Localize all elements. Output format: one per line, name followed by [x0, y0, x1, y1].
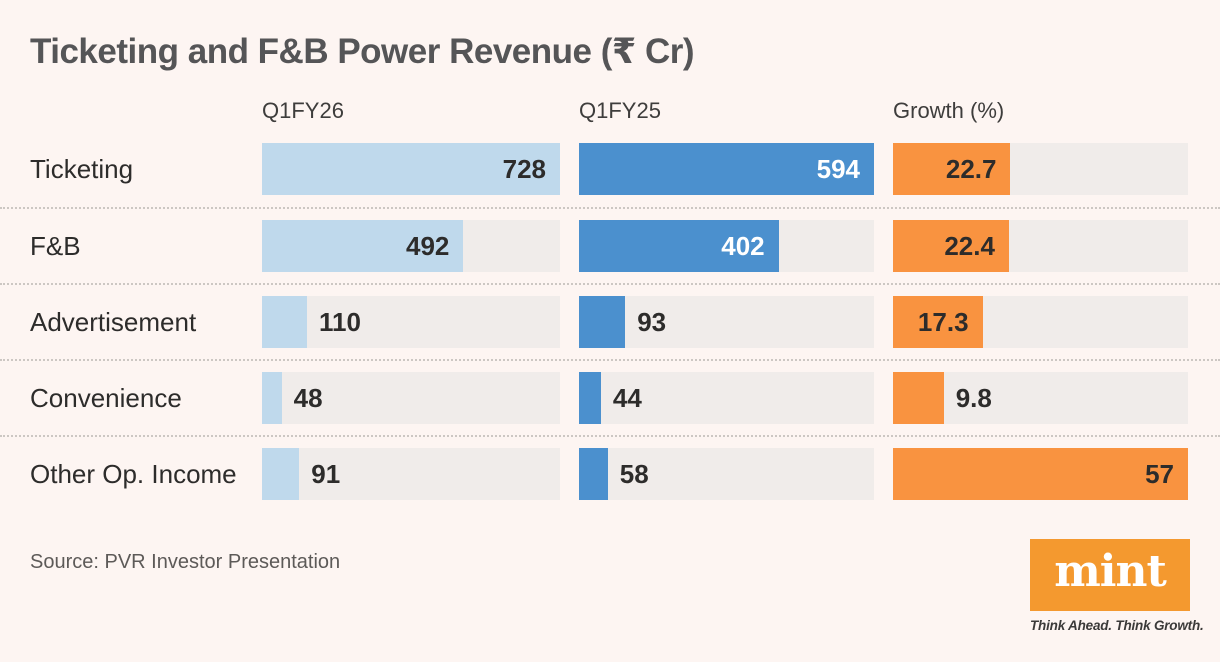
- column-header-row: Q1FY26 Q1FY25 Growth (%): [0, 95, 1220, 123]
- bar-value: 57: [1145, 459, 1174, 489]
- bar: 728: [262, 143, 560, 195]
- bar: [262, 448, 300, 500]
- bar-value: 728: [502, 154, 546, 184]
- bar-value: 492: [405, 231, 450, 261]
- table-row: Ticketing 728 594 22.7: [0, 131, 1220, 207]
- bar-track: 492: [262, 220, 560, 272]
- bar-value: 93: [637, 307, 667, 337]
- chart-title: Ticketing and F&B Power Revenue (₹ Cr): [30, 32, 695, 71]
- mint-logo-rect: mint: [1030, 539, 1190, 611]
- column-header-q1fy25: Q1FY25: [579, 97, 661, 123]
- bar-track: 48: [262, 372, 560, 424]
- table-row: Advertisement 110 93 17.3: [0, 283, 1220, 359]
- bar-track: 402: [579, 220, 874, 272]
- table-row: F&B 492 402 22.4: [0, 207, 1220, 283]
- row-label: Advertisement: [30, 306, 197, 337]
- bar-track: 22.7: [893, 143, 1188, 195]
- column-header-q1fy26: Q1FY26: [262, 97, 344, 123]
- bar: 594: [579, 143, 874, 195]
- bar-track: 728: [262, 143, 560, 195]
- table-row: Other Op. Income 91 58 57: [0, 435, 1220, 511]
- bar: 17.3: [893, 296, 983, 348]
- bar: 22.4: [893, 220, 1009, 272]
- mint-logo: mint Think Ahead. Think Growth.: [1030, 539, 1204, 633]
- bar-value: 110: [319, 307, 361, 337]
- bar-value: 58: [619, 459, 649, 489]
- bar: [579, 372, 601, 424]
- chart-rows: Ticketing 728 594 22.7 F&B 492: [0, 131, 1220, 511]
- mint-logo-tagline: Think Ahead. Think Growth.: [1030, 618, 1204, 633]
- bar-track: 17.3: [893, 296, 1188, 348]
- bar-value: 17.3: [917, 307, 969, 337]
- bar: 492: [262, 220, 464, 272]
- row-label: Ticketing: [30, 153, 134, 184]
- bar-value: 48: [293, 383, 323, 413]
- column-header-growth: Growth (%): [893, 97, 1005, 123]
- row-label: Convenience: [30, 382, 182, 413]
- bar-value: 402: [721, 231, 765, 261]
- row-label: Other Op. Income: [30, 458, 237, 489]
- bar: 402: [579, 220, 779, 272]
- bar-track: 594: [579, 143, 874, 195]
- bar-track: 58: [579, 448, 874, 500]
- bar-track: 93: [579, 296, 874, 348]
- bar-track: 91: [262, 448, 560, 500]
- bar: [262, 296, 308, 348]
- bar: 57: [893, 448, 1188, 500]
- bar-track: 9.8: [893, 372, 1188, 424]
- bar-track: 110: [262, 296, 560, 348]
- row-label: F&B: [30, 230, 81, 261]
- table-row: Convenience 48 44 9.8: [0, 359, 1220, 435]
- bar-value: 9.8: [955, 383, 992, 413]
- bar: 22.7: [893, 143, 1011, 195]
- source-note: Source: PVR Investor Presentation: [30, 551, 341, 573]
- bar: [579, 296, 626, 348]
- bar-value: 594: [816, 154, 860, 184]
- bar-track: 22.4: [893, 220, 1188, 272]
- bar-value: 44: [612, 383, 642, 413]
- bar: [262, 372, 282, 424]
- bar-track: 44: [579, 372, 874, 424]
- bar-track: 57: [893, 448, 1188, 500]
- bar-value: 91: [311, 459, 341, 489]
- bar-value: 22.7: [945, 154, 997, 184]
- mint-logo-text: mint: [1054, 546, 1167, 597]
- bar: [579, 448, 608, 500]
- footer: Source: PVR Investor Presentation mint T…: [30, 539, 1204, 633]
- bar-value: 22.4: [944, 231, 995, 261]
- bar: [893, 372, 944, 424]
